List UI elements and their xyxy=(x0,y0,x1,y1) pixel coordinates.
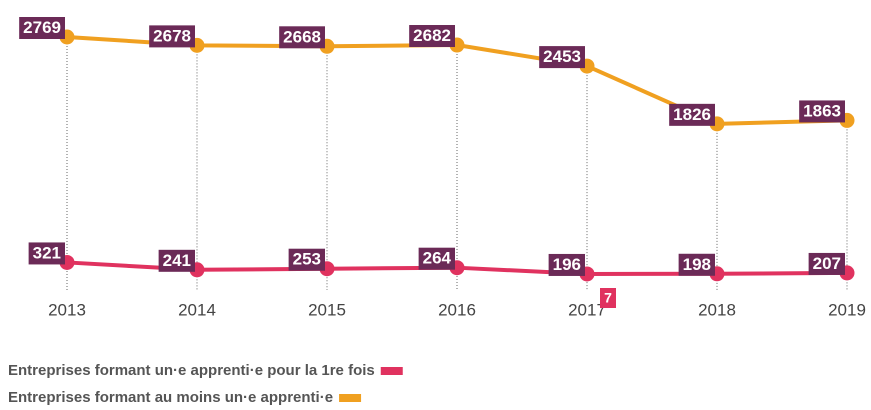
data-label: 1826 xyxy=(673,105,711,124)
data-label: 1863 xyxy=(803,101,841,120)
legend-label: Entreprises formant au moins un·e appren… xyxy=(8,389,333,406)
label-box xyxy=(28,242,65,265)
label-box xyxy=(19,17,65,39)
legend-swatch xyxy=(380,367,403,375)
label-box xyxy=(678,253,715,276)
data-label: 264 xyxy=(423,249,452,268)
data-label: 2678 xyxy=(153,26,191,45)
data-label: 2769 xyxy=(23,18,61,37)
label-box xyxy=(409,25,455,48)
label-box xyxy=(799,100,845,123)
label-box xyxy=(288,248,325,271)
annotation: 7 xyxy=(604,290,612,306)
legend-swatch xyxy=(339,394,362,402)
data-label: 198 xyxy=(683,255,711,274)
data-label: 253 xyxy=(293,250,321,269)
x-tick-label: 2013 xyxy=(48,300,86,319)
label-box xyxy=(548,253,585,276)
data-label: 321 xyxy=(33,243,61,262)
data-label: 2682 xyxy=(413,26,451,45)
x-tick-label: 2017 xyxy=(568,300,606,319)
data-label: 196 xyxy=(553,255,581,274)
label-box xyxy=(808,252,845,275)
annotation-box xyxy=(600,288,616,308)
data-label: 2668 xyxy=(283,27,321,46)
x-tick-label: 2019 xyxy=(828,300,866,319)
x-tick-label: 2016 xyxy=(438,300,476,319)
label-box xyxy=(279,26,325,49)
label-box xyxy=(539,46,585,69)
data-label: 2453 xyxy=(543,47,581,66)
x-tick-label: 2018 xyxy=(698,300,736,319)
label-box xyxy=(418,247,455,270)
x-tick-label: 2015 xyxy=(308,300,346,319)
data-label: 241 xyxy=(163,251,191,270)
label-box xyxy=(149,25,195,48)
x-tick-label: 2014 xyxy=(178,300,216,319)
label-box xyxy=(158,249,195,272)
label-box xyxy=(669,103,715,126)
data-label: 207 xyxy=(813,254,841,273)
legend-label: Entreprises formant un·e apprenti·e pour… xyxy=(8,362,375,379)
